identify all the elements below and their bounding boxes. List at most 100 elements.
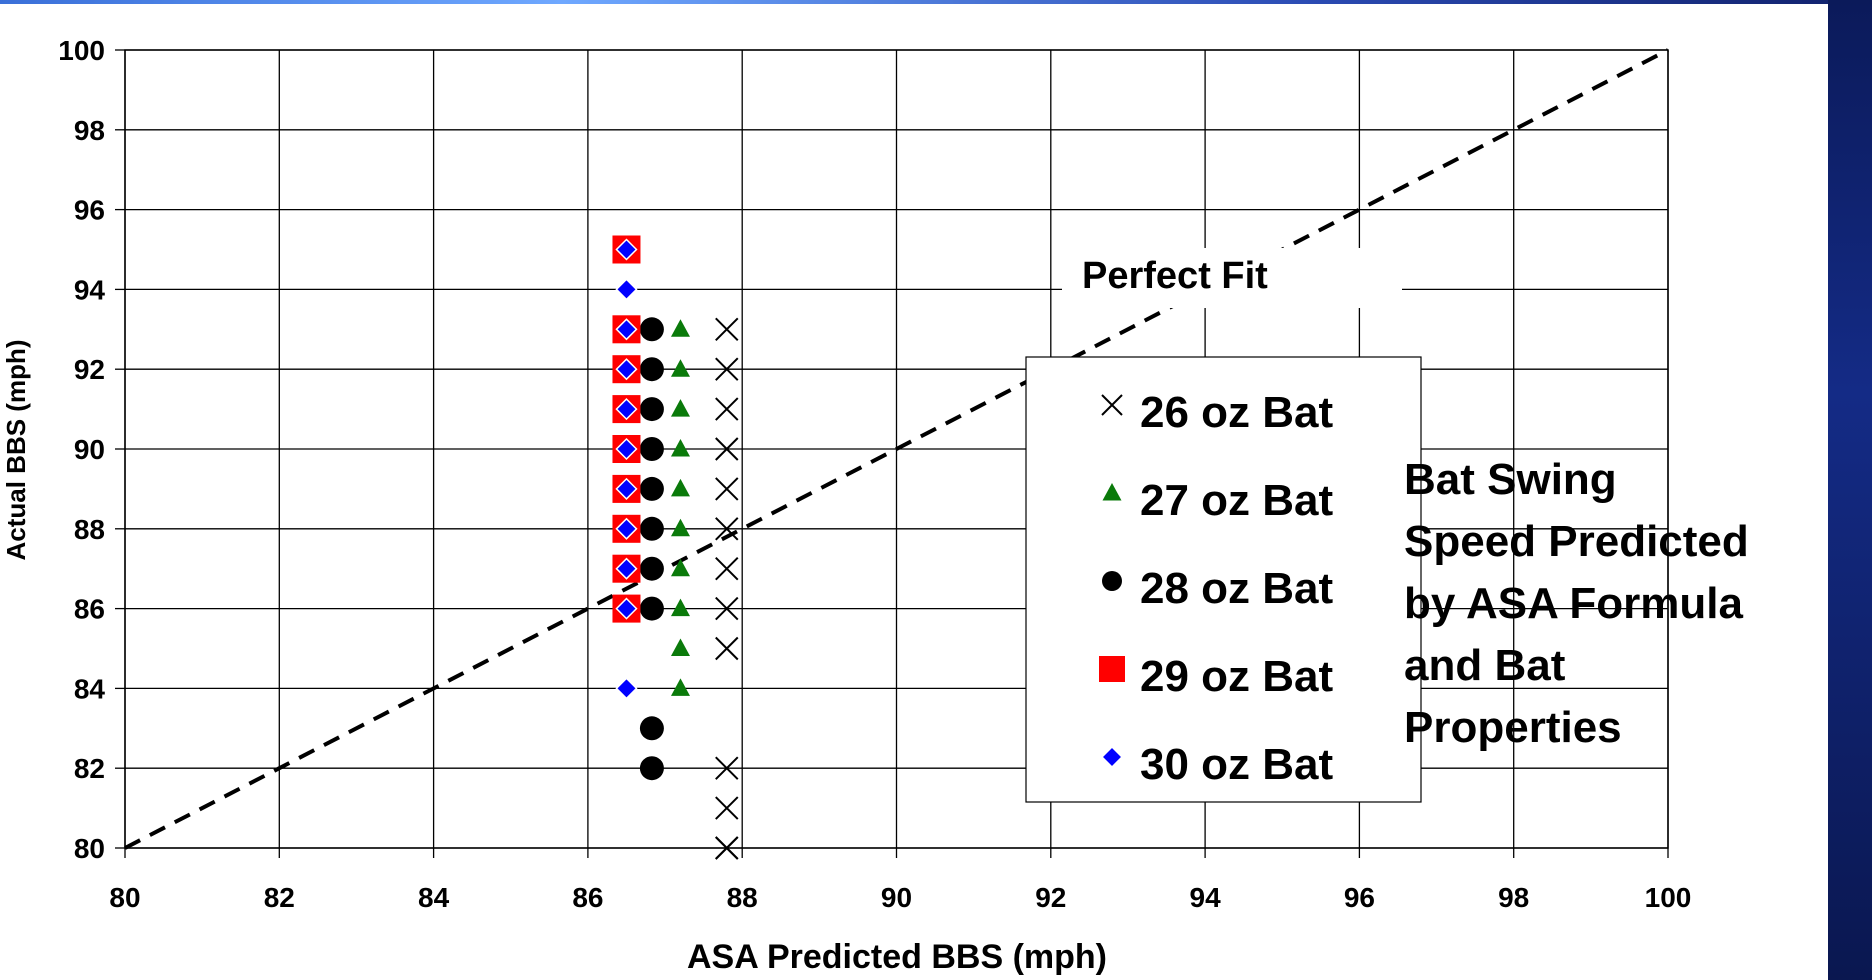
scatter-chart: 80 82 84 86 88 90 92 94 96 98 100 80 82 84 86 88 90 92 94… (1, 35, 1749, 976)
data-point (615, 278, 638, 301)
y-tick-label: 92 (74, 354, 105, 385)
data-point (615, 517, 638, 540)
data-point (639, 357, 664, 382)
legend-marker (1100, 745, 1124, 769)
data-point (670, 678, 690, 696)
legend-label: 27 oz Bat (1140, 476, 1334, 525)
legend-label: 28 oz Bat (1140, 564, 1334, 613)
data-point (670, 638, 690, 656)
data-points (612, 235, 739, 860)
y-tick-label: 98 (74, 115, 105, 146)
data-point (639, 476, 664, 501)
data-point (715, 756, 739, 780)
y-tick-label: 96 (74, 195, 105, 226)
data-point (615, 557, 638, 580)
x-tick-label: 84 (418, 882, 450, 913)
data-point (615, 437, 638, 461)
data-point (715, 796, 739, 820)
data-point (615, 238, 638, 261)
perfect-fit-label-background (1062, 248, 1402, 308)
x-axis-ticks: 80 82 84 86 88 90 92 94 96 98 100 (109, 848, 1691, 913)
data-point (670, 558, 690, 577)
grid (124, 49, 1669, 849)
series-27-oz-bat (670, 319, 690, 696)
data-point (615, 358, 638, 381)
side-note-line: Properties (1404, 703, 1622, 752)
data-point (639, 437, 664, 461)
legend-label: 29 oz Bat (1140, 652, 1334, 701)
y-axis-ticks: 80 82 84 86 88 90 92 94 96 98 100 (58, 35, 125, 864)
legend-box (1025, 356, 1422, 803)
data-point (615, 597, 638, 620)
y-tick-label: 88 (74, 514, 105, 545)
y-axis-label: Actual BBS (mph) (1, 340, 31, 561)
data-point (639, 596, 664, 621)
x-tick-label: 94 (1190, 882, 1222, 913)
side-note-line: by ASA Formula (1404, 579, 1744, 628)
y-tick-label: 82 (74, 753, 105, 784)
y-tick-label: 100 (58, 35, 105, 66)
side-note-line: and Bat (1404, 641, 1566, 690)
legend-marker (1102, 483, 1122, 501)
legend-label: 30 oz Bat (1140, 740, 1334, 789)
data-point (715, 636, 739, 661)
y-tick-label: 94 (74, 274, 106, 305)
data-point (715, 836, 739, 860)
data-point (715, 596, 739, 621)
data-point (639, 756, 664, 781)
perfect-fit-label: Perfect Fit (1082, 255, 1268, 297)
data-point (670, 399, 690, 417)
x-axis-label: ASA Predicted BBS (mph) (687, 938, 1107, 976)
data-point (639, 556, 664, 581)
x-tick-label: 80 (109, 882, 140, 913)
perfect-fit-line (124, 48, 1669, 850)
legend-marker (1099, 656, 1125, 682)
top-accent-bar (0, 0, 1872, 4)
data-point (670, 319, 690, 337)
x-tick-label: 88 (727, 882, 758, 913)
data-point (615, 477, 638, 500)
data-point (615, 677, 638, 700)
x-tick-label: 98 (1498, 882, 1529, 913)
data-point (670, 478, 690, 497)
data-point (715, 317, 739, 342)
data-point (670, 598, 690, 617)
legend-marker (1102, 571, 1122, 591)
right-accent-bar (1828, 0, 1872, 980)
data-point (715, 517, 739, 541)
data-point (639, 716, 664, 741)
legend-label: 26 oz Bat (1140, 388, 1334, 437)
side-note-line: Speed Predicted (1404, 517, 1749, 566)
data-point (639, 397, 664, 422)
y-tick-label: 80 (74, 833, 105, 864)
data-point (715, 357, 739, 381)
x-tick-label: 96 (1344, 882, 1375, 913)
data-point (715, 397, 739, 421)
legend-marker (1101, 394, 1123, 416)
data-point (615, 398, 638, 421)
y-tick-label: 90 (74, 434, 105, 465)
series-28-oz-bat (639, 317, 664, 781)
data-point (615, 318, 638, 341)
y-tick-label: 86 (74, 594, 105, 625)
x-tick-label: 86 (572, 882, 603, 913)
data-point (715, 437, 739, 461)
side-note: Bat Swing Speed Predicted by ASA Formula an… (1404, 455, 1749, 752)
x-tick-label: 90 (881, 882, 912, 913)
data-point (715, 477, 739, 501)
data-point (670, 359, 690, 377)
side-note-line: Bat Swing (1404, 455, 1617, 504)
x-tick-label: 82 (264, 882, 295, 913)
data-point (639, 516, 664, 541)
series-26-oz-bat (715, 317, 739, 860)
x-tick-label: 100 (1645, 882, 1692, 913)
legend: 26 oz Bat 27 oz Bat 28 oz Bat 29 oz Bat 30 o… (1025, 356, 1422, 803)
data-point (639, 317, 664, 342)
data-point (670, 439, 690, 457)
series-30-oz-bat (615, 238, 638, 700)
data-point (670, 518, 690, 537)
y-tick-label: 84 (74, 673, 106, 704)
data-point (715, 556, 739, 581)
x-tick-label: 92 (1035, 882, 1066, 913)
